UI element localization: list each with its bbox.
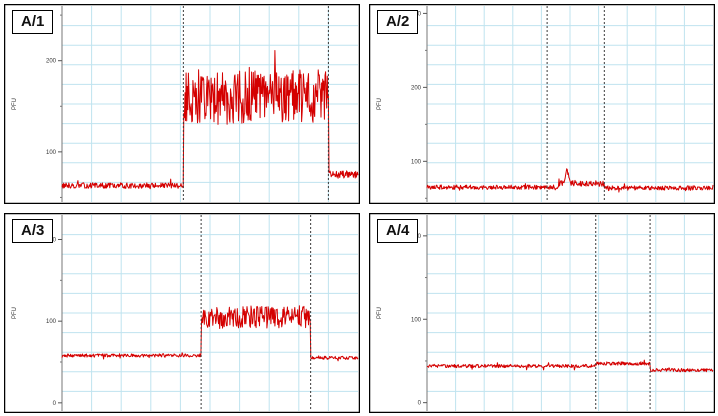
chart-panel-a3: 0100200PFU A/3: [4, 213, 360, 413]
panel-label: A/1: [12, 10, 54, 34]
y-tick-label: 100: [411, 317, 422, 323]
y-tick-label: 200: [46, 59, 57, 65]
y-tick-label: 0: [53, 401, 57, 407]
trace-chart: 100 200 PFU: [4, 4, 360, 204]
y-tick-label: 100: [411, 159, 422, 165]
panel-frame: [369, 213, 715, 413]
panel-frame: [4, 213, 360, 413]
trace-chart: 100200300PFU: [369, 4, 715, 204]
panel-frame: [4, 4, 360, 204]
y-axis-label: PFU: [377, 98, 383, 110]
signal-trace: [426, 168, 714, 193]
signal-trace: [61, 305, 359, 362]
panel-label: A/4: [377, 219, 419, 243]
y-axis-label: PFU: [12, 98, 18, 110]
y-tick-label: 100: [46, 319, 57, 325]
chart-panel-a2: 100200300PFU A/2: [369, 4, 715, 204]
y-tick-label: 0: [418, 401, 422, 407]
panel-label: A/2: [377, 10, 419, 34]
chart-panel-a4: 0100200PFU A/4: [369, 213, 715, 413]
panel-frame: [369, 4, 715, 204]
panel-label: A/3: [12, 219, 54, 243]
y-tick-label: 100: [46, 150, 57, 156]
trace-chart: 0100200PFU: [369, 213, 715, 413]
chart-panel-a1: 100 200 PFU A/1: [4, 4, 360, 204]
trace-chart: 0100200PFU: [4, 213, 360, 413]
y-axis-label: PFU: [12, 307, 18, 319]
signal-trace: [426, 359, 714, 373]
y-tick-label: 200: [411, 85, 422, 91]
signal-trace: [61, 50, 359, 190]
y-axis-label: PFU: [377, 307, 383, 319]
